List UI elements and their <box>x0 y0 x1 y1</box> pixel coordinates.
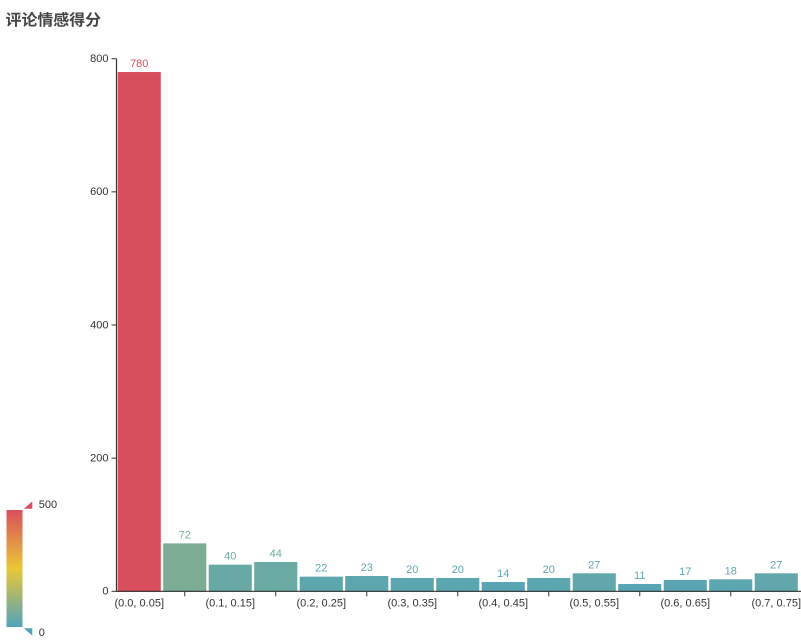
svg-text:0: 0 <box>102 586 108 598</box>
svg-text:44: 44 <box>270 548 282 560</box>
svg-text:400: 400 <box>90 319 108 331</box>
svg-text:17: 17 <box>679 566 691 578</box>
svg-text:20: 20 <box>452 564 464 576</box>
svg-text:27: 27 <box>770 559 782 571</box>
svg-text:(0.5, 0.55]: (0.5, 0.55] <box>569 597 619 609</box>
svg-text:11: 11 <box>634 570 645 582</box>
svg-text:780: 780 <box>130 58 148 70</box>
svg-text:(0.0, 0.05]: (0.0, 0.05] <box>114 597 164 609</box>
svg-text:22: 22 <box>315 563 327 575</box>
svg-text:600: 600 <box>90 186 108 198</box>
svg-text:27: 27 <box>588 559 600 571</box>
svg-text:(0.3, 0.35]: (0.3, 0.35] <box>387 597 437 609</box>
svg-text:200: 200 <box>90 452 108 464</box>
svg-text:800: 800 <box>90 53 108 65</box>
svg-text:72: 72 <box>179 529 191 541</box>
svg-text:20: 20 <box>406 564 418 576</box>
svg-text:(0.4, 0.45]: (0.4, 0.45] <box>478 597 528 609</box>
svg-text:14: 14 <box>497 568 509 580</box>
svg-text:18: 18 <box>725 565 737 577</box>
svg-text:20: 20 <box>543 564 555 576</box>
svg-text:0: 0 <box>39 627 45 639</box>
svg-text:500: 500 <box>39 499 57 511</box>
svg-text:40: 40 <box>224 551 236 563</box>
svg-text:(0.7, 0.75]: (0.7, 0.75] <box>751 597 801 609</box>
svg-text:(0.2, 0.25]: (0.2, 0.25] <box>296 597 346 609</box>
svg-text:(0.1, 0.15]: (0.1, 0.15] <box>205 597 255 609</box>
svg-text:(0.6, 0.65]: (0.6, 0.65] <box>660 597 710 609</box>
svg-text:23: 23 <box>361 562 373 574</box>
